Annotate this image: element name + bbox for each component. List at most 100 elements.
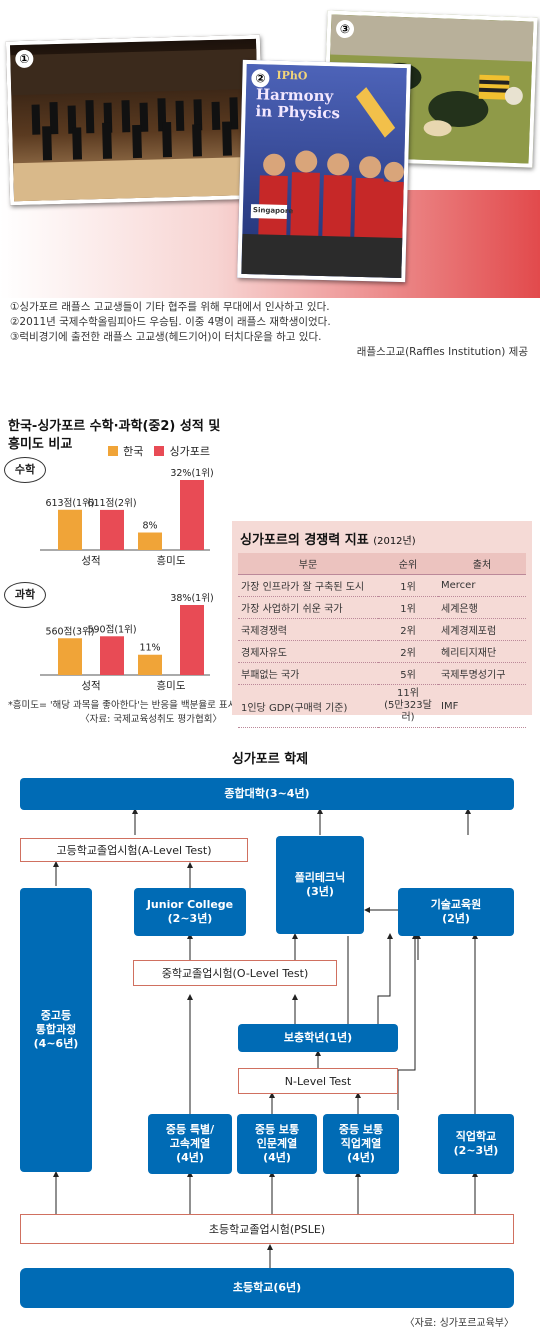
bar-korea — [138, 654, 162, 675]
bar-data-label: 38%(1위) — [170, 592, 213, 604]
science-chart: 과학 560점(3위) 590점(1위) 성적 11% 38%(1위) 흥미도 — [0, 580, 230, 700]
table-row: 가장 인프라가 잘 구축된 도시 1위 Mercer — [238, 574, 526, 597]
competitiveness-title-text: 싱가포르의 경쟁력 지표 — [240, 533, 369, 548]
math-bar-chart: 613점(1위)611점(2위) 성적 8% 32%(1위) 흥미도 — [40, 467, 214, 567]
bar-data-label: 11% — [139, 643, 160, 654]
photo-collage: ① ③ — [0, 0, 540, 300]
header-source: 출처 — [438, 553, 526, 575]
bar-singapore — [100, 636, 124, 675]
concert-scene-image — [10, 38, 265, 206]
competitiveness-table: 부문 순위 출처 가장 인프라가 잘 구축된 도시 1위 Mercer 가장 사… — [238, 553, 526, 728]
row-category: 가장 인프라가 잘 구축된 도시 — [238, 574, 378, 597]
math-chart: 수학 613점(1위) 611점(2위) 성적 8% 32%(1위) 흥미도 — [0, 455, 230, 575]
legend-label-singapore: 싱가포르 — [169, 444, 211, 458]
bar-data-label: 590점(1위) — [87, 623, 136, 635]
row-rank: 1위 — [378, 574, 438, 597]
photo-captions: ①싱가포르 래플스 고교생들이 기타 협주를 위해 무대에서 인사하고 있다. … — [10, 300, 530, 360]
subject-bubble-science: 과학 — [4, 582, 46, 608]
row-source: Mercer — [438, 574, 526, 597]
row-category: 1인당 GDP(구매력 기준) — [238, 684, 378, 728]
caption-line: ②2011년 국제수학올림피아드 우승팀. 이중 4명이 래플스 재학생이었다. — [10, 316, 331, 328]
physics-team-image — [241, 63, 411, 283]
competitiveness-box: 싱가포르의 경쟁력 지표 (2012년) 부문 순위 출처 가장 인프라가 잘 … — [232, 521, 532, 728]
legend: 한국 싱가포르 — [108, 440, 216, 459]
test-psle: 초등학교졸업시험(PSLE) — [20, 1214, 514, 1244]
row-category: 국제경쟁력 — [238, 618, 378, 641]
banner-line-3: in Physics — [255, 102, 341, 123]
table-row: 가장 사업하기 쉬운 국가 1위 세계은행 — [238, 596, 526, 619]
node-primary-school: 초등학교(6년) — [20, 1268, 514, 1308]
row-source: 세계은행 — [438, 596, 526, 619]
legend-swatch-korea — [108, 445, 118, 456]
competitiveness-title: 싱가포르의 경쟁력 지표 (2012년) — [240, 529, 416, 548]
node-special-express: 중등 특별/ 고속계열 (4년) — [148, 1114, 232, 1174]
node-normal-technical: 중등 보통 직업계열 (4년) — [323, 1114, 399, 1174]
row-rank-main: 11위 — [397, 688, 419, 699]
bar-singapore — [180, 480, 204, 550]
header-category: 부문 — [238, 553, 378, 575]
row-rank: 5위 — [378, 662, 438, 685]
table-row: 1인당 GDP(구매력 기준) 11위 (5만323달러) IMF — [238, 684, 526, 728]
test-n-level: N-Level Test — [238, 1068, 398, 1094]
bar-singapore — [180, 605, 204, 675]
row-rank: 2위 — [378, 640, 438, 663]
science-bar-chart: 560점(3위)590점(1위) 성적 11% 38%(1위) 흥미도 — [40, 592, 214, 692]
bar-data-label: 8% — [142, 521, 157, 532]
comparison-footnote: *흥미도= '해당 과목을 좋아한다'는 반응을 백분율로 표시 — [8, 700, 237, 711]
photo-credit: 래플스고교(Raffles Institution) 제공 — [356, 346, 528, 358]
comparison-title-line-1: 한국-싱가포르 수학·과학(중2) 성적 및 — [8, 419, 221, 434]
node-supplement-year: 보충학년(1년) — [238, 1024, 398, 1052]
test-a-level: 고등학교졸업시험(A-Level Test) — [20, 838, 248, 862]
caption-line: ③럭비경기에 출전한 래플스 고교생(헤드기어)이 터치다운을 하고 있다. — [10, 331, 322, 343]
flag-label: Singapore — [252, 206, 294, 216]
row-category: 경제자유도 — [238, 640, 378, 663]
school-system-title: 싱가포르 학제 — [231, 752, 309, 767]
row-category: 가장 사업하기 쉬운 국가 — [238, 596, 378, 619]
school-system-source: 〈자료: 싱가포르교육부〉 — [404, 1318, 514, 1329]
row-source: 헤리티지재단 — [438, 640, 526, 663]
bar-data-label: 613점(1위) — [45, 497, 94, 509]
node-polytechnic: 폴리테크닉 (3년) — [276, 836, 364, 934]
comparison-source: 〈자료: 국제교육성취도 평가협회〉 — [80, 714, 222, 725]
node-technical-education: 기술교육원 (2년) — [398, 888, 514, 936]
photo-physics-team: ② IPhO Harmony in Physics Singapore — [237, 59, 411, 283]
node-university: 종합대학(3~4년) — [20, 778, 514, 810]
row-source: IMF — [438, 684, 526, 728]
banner-line-1: IPhO — [276, 68, 308, 83]
node-integrated-program: 중고등 통합과정 (4~6년) — [20, 888, 92, 1172]
comparison-title-line-2: 흥미도 비교 — [8, 437, 73, 452]
row-rank: 11위 (5만323달러) — [378, 684, 438, 728]
header-rank: 순위 — [378, 553, 438, 575]
category-label: 성적 — [81, 680, 100, 692]
row-source: 국제투명성기구 — [438, 662, 526, 685]
legend-swatch-singapore — [154, 445, 165, 456]
row-source: 세계경제포럼 — [438, 618, 526, 641]
category-label: 흥미도 — [157, 554, 186, 567]
bar-korea — [58, 509, 82, 550]
table-row: 국제경쟁력 2위 세계경제포럼 — [238, 618, 526, 641]
node-normal-academic: 중등 보통 인문계열 (4년) — [237, 1114, 317, 1174]
row-rank-sub: (5만323달러) — [384, 700, 432, 723]
category-label: 성적 — [81, 555, 100, 567]
row-rank: 1위 — [378, 596, 438, 619]
comparison-title: 한국-싱가포르 수학·과학(중2) 성적 및 흥미도 비교 — [8, 418, 220, 454]
legend-label-korea: 한국 — [123, 444, 144, 458]
bar-korea — [58, 638, 82, 675]
bar-singapore — [100, 509, 124, 550]
photo-concert: ① — [5, 34, 265, 206]
test-o-level: 중학교졸업시험(O-Level Test) — [133, 960, 337, 986]
row-category: 부패없는 국가 — [238, 662, 378, 685]
flowchart-arrows — [53, 808, 478, 1268]
competitiveness-year: (2012년) — [373, 536, 416, 547]
bar-data-label: 611점(2위) — [87, 497, 136, 509]
banner-text: IPhO — [276, 69, 307, 83]
caption-line: ①싱가포르 래플스 고교생들이 기타 협주를 위해 무대에서 인사하고 있다. — [10, 301, 330, 313]
category-label: 흥미도 — [157, 679, 186, 692]
table-header-row: 부문 순위 출처 — [238, 553, 526, 575]
row-rank: 2위 — [378, 618, 438, 641]
bar-data-label: 560점(3위) — [45, 625, 94, 637]
subject-bubble-math: 수학 — [4, 457, 46, 483]
node-vocational-school: 직업학교 (2~3년) — [438, 1114, 514, 1174]
banner-text-main: Harmony in Physics — [255, 85, 341, 123]
table-row: 부패없는 국가 5위 국제투명성기구 — [238, 662, 526, 685]
